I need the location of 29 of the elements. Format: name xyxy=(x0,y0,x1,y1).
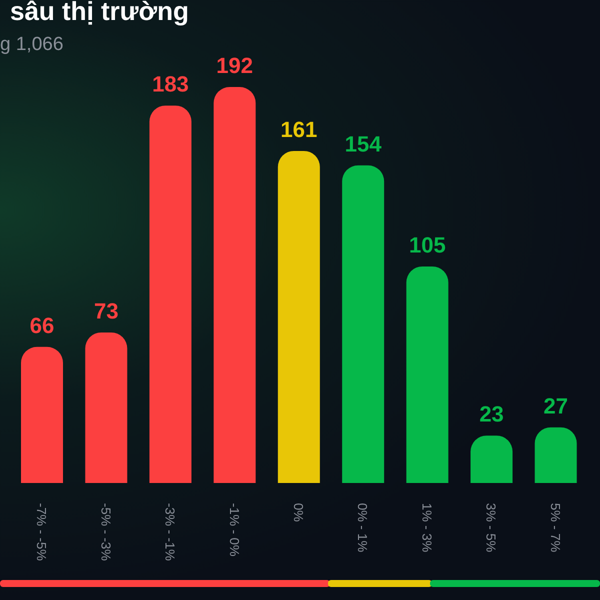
bar xyxy=(21,346,63,483)
x-tick-label: -7% - -5% xyxy=(34,503,50,562)
bar xyxy=(278,150,320,483)
data-label: 73 xyxy=(94,298,118,324)
data-label: 161 xyxy=(280,116,318,142)
bar xyxy=(470,436,513,483)
bar xyxy=(406,266,448,483)
data-label: 154 xyxy=(344,131,382,156)
x-tick-label: 3% - 5% xyxy=(484,503,499,553)
bar xyxy=(149,106,192,483)
x-tick-label: 5% - 7% xyxy=(548,503,563,553)
data-label: 105 xyxy=(408,232,446,258)
x-tick-label: 0% - 1% xyxy=(355,503,370,553)
data-label: 66 xyxy=(30,312,54,338)
bar xyxy=(342,165,384,483)
x-tick-label: -1% - 0% xyxy=(226,503,242,557)
data-label: 192 xyxy=(216,53,254,78)
data-label: 23 xyxy=(479,402,504,427)
x-tick-label: 1% - 3% xyxy=(419,503,434,553)
x-tick-label: -5% - -3% xyxy=(98,503,114,562)
chart-title: sâu thị trường xyxy=(10,0,189,27)
x-tick-label: 0% xyxy=(291,503,306,522)
bar xyxy=(214,87,256,483)
data-label: 183 xyxy=(152,72,189,97)
data-label: 27 xyxy=(544,393,568,418)
chart-subtitle: g 1,066 xyxy=(0,34,64,56)
bar xyxy=(85,332,128,483)
bar xyxy=(534,427,577,483)
x-tick-label: -3% - -1% xyxy=(162,503,178,562)
